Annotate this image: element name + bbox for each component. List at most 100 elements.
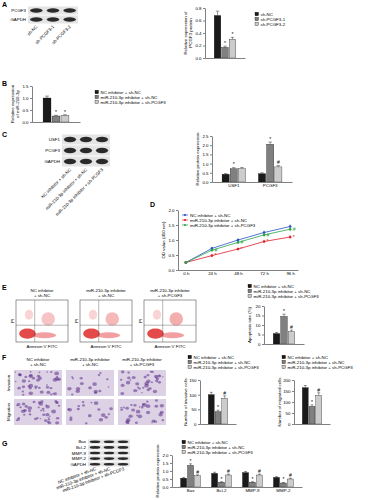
cell	[57, 378, 61, 381]
y-tick-label: 1.0	[22, 96, 29, 101]
cell	[48, 421, 52, 424]
cell	[45, 405, 49, 409]
cell	[40, 390, 44, 393]
blot-row-label: Bcl-2	[76, 445, 87, 450]
flow-y-label: PI	[10, 319, 15, 323]
cell	[50, 371, 52, 373]
blot-lane-label: miR-210-3p inhibitor + sh-PCGF3	[62, 466, 126, 493]
series-line	[186, 237, 290, 263]
cell	[40, 410, 42, 412]
annotations: **#	[233, 136, 280, 168]
micrograph	[66, 370, 114, 396]
y-tick-label: 0.0	[195, 56, 202, 61]
y-tick: 0.5	[168, 253, 178, 258]
flow-title: + sh-NC	[98, 293, 114, 298]
y-tick: 0.6	[195, 18, 205, 23]
y-axis-title: of miR-210-3p	[15, 90, 20, 118]
micrograph	[14, 399, 62, 425]
error-bar	[225, 173, 226, 175]
cell	[29, 374, 33, 377]
cell	[45, 405, 47, 407]
significance-mark: #	[258, 468, 261, 474]
panel-label: E	[2, 284, 7, 291]
cell	[158, 413, 162, 417]
y-tick-label: 5	[258, 332, 261, 337]
significance-mark: #	[214, 247, 217, 253]
blot-lane-label: sh-PCGF3-2	[51, 24, 72, 45]
error-cap	[213, 472, 216, 473]
y-tick-label: 0.0	[168, 268, 175, 273]
blot-band	[80, 148, 92, 154]
bar	[43, 98, 51, 122]
cell	[130, 404, 133, 406]
plot-area	[214, 11, 236, 58]
x-tick-label: 24 h	[208, 271, 217, 276]
blot-strip	[28, 16, 78, 24]
significance-mark: *	[190, 458, 192, 464]
cell	[71, 394, 73, 396]
x-axis-line	[201, 424, 237, 425]
cell	[72, 378, 74, 379]
point	[237, 241, 240, 244]
bar	[218, 482, 224, 487]
x-axis-line	[206, 58, 246, 59]
cell	[69, 417, 72, 419]
significance-mark: *	[269, 136, 271, 142]
y-tick-mark	[30, 86, 32, 87]
y-tick-mark	[262, 344, 264, 345]
error-cap	[182, 477, 185, 478]
y-tick-mark	[210, 173, 212, 174]
blot-band	[47, 17, 60, 21]
y-tick-mark	[203, 8, 205, 9]
legend-swatch	[188, 365, 192, 369]
blot-band	[104, 446, 115, 449]
y-tick: 1.0	[162, 469, 172, 474]
y-tick-label: 50	[192, 407, 197, 412]
cell	[53, 392, 57, 395]
y-tick: 10	[256, 323, 264, 328]
cell	[53, 378, 58, 382]
x-tick: Bax	[187, 488, 195, 493]
error-bar	[47, 96, 48, 98]
y-tick-label: 150	[283, 389, 291, 394]
blot-strip	[62, 135, 110, 145]
flow-x-label: Annexin V FITC	[27, 344, 58, 349]
point	[289, 228, 292, 231]
cell	[19, 406, 22, 408]
blot-lane-label: sh-NC	[26, 24, 38, 36]
cell	[160, 404, 164, 407]
y-tick-label: 0.5	[202, 171, 209, 176]
y-tick-mark	[176, 270, 178, 271]
cell	[134, 404, 137, 406]
cell	[141, 392, 143, 393]
y-tick-label: 2.0	[162, 453, 169, 458]
cell	[82, 404, 85, 406]
y-tick-label: 0.5	[22, 108, 29, 113]
cell	[77, 408, 80, 411]
flow-cloud	[25, 310, 33, 320]
micrographs: InvasionMigrationNC inhibitor+ sh-NCmiR-…	[6, 357, 166, 425]
flow-cloud	[89, 310, 97, 320]
y-axis: 0.00.51.01.5	[22, 84, 32, 125]
y-tick-label: 15	[256, 313, 261, 318]
y-tick: 0.2	[195, 43, 205, 48]
quadrant-line	[98, 300, 99, 342]
bar	[194, 476, 200, 487]
significance-mark: *	[224, 40, 226, 46]
bar	[230, 169, 237, 182]
bar	[214, 16, 221, 59]
cell	[128, 414, 132, 418]
cell	[38, 406, 40, 408]
cell	[94, 390, 98, 393]
blot-row-label: GAPDH	[44, 159, 60, 164]
flow-cloud	[97, 332, 120, 338]
cell	[22, 379, 26, 383]
y-axis: 0.00.51.01.52.0	[168, 208, 178, 273]
cell	[158, 375, 160, 377]
micrograph-title: + sh-NC	[82, 362, 98, 367]
y-tick-mark	[170, 471, 172, 472]
cell	[142, 403, 147, 407]
cell	[162, 376, 164, 377]
bar-chart: ****####0.00.51.01.52.0BaxBcl-2MMP-9MMP-…	[155, 440, 303, 498]
cell	[144, 384, 149, 388]
